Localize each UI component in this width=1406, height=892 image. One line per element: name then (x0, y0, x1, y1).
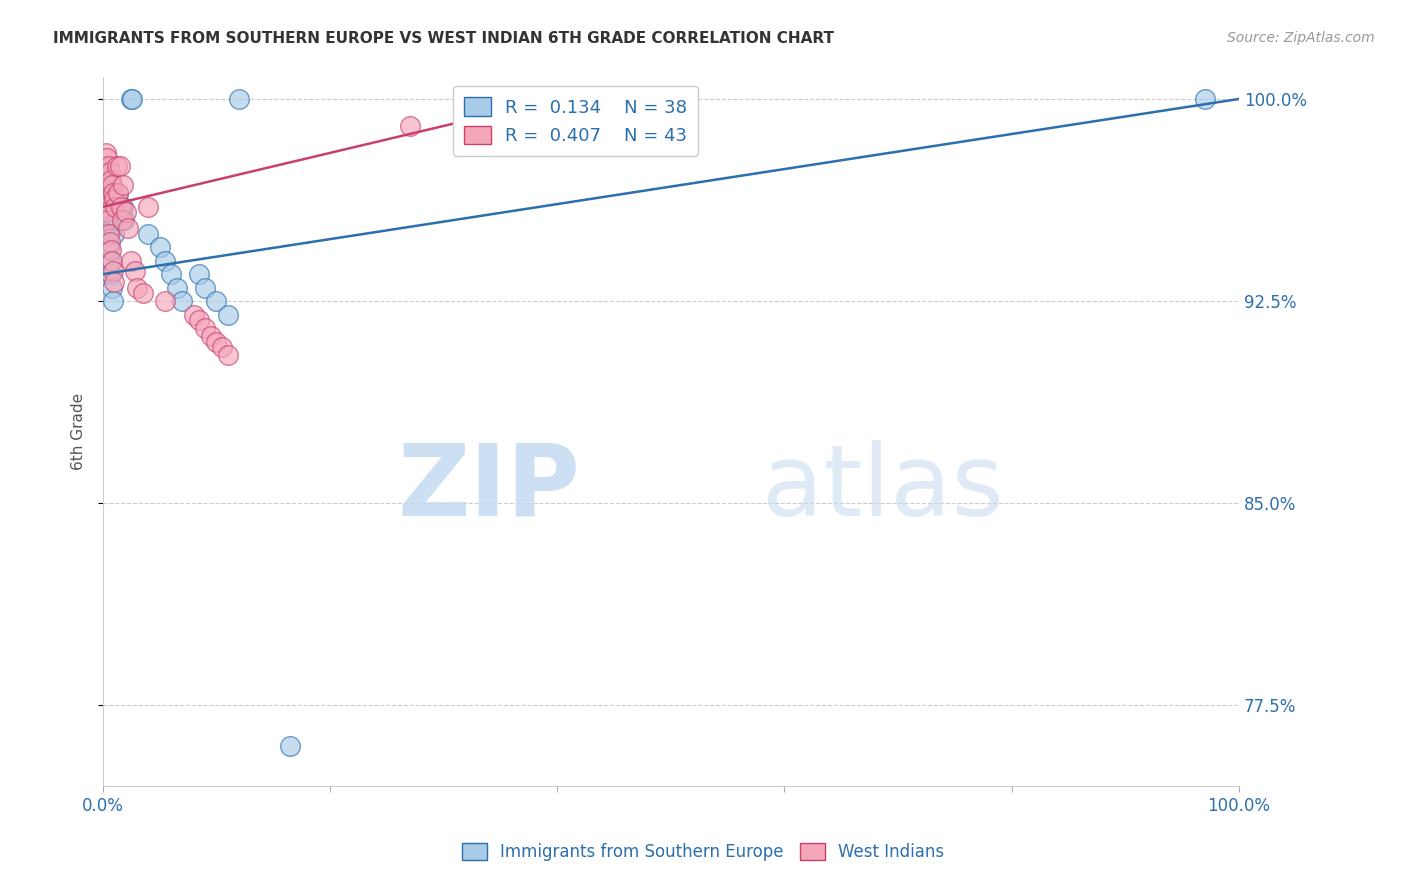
Point (97, 240, 120, 254)
Point (101, 294, 124, 309)
Point (121, 92, 143, 106)
Point (131, 285, 153, 300)
Point (217, 308, 239, 322)
Point (217, 348, 239, 362)
Text: atlas: atlas (762, 440, 1004, 537)
Point (96, 227, 118, 241)
Point (138, 227, 160, 241)
Point (138, 200, 160, 214)
Point (112, 200, 135, 214)
Text: IMMIGRANTS FROM SOUTHERN EUROPE VS WEST INDIAN 6TH GRADE CORRELATION CHART: IMMIGRANTS FROM SOUTHERN EUROPE VS WEST … (53, 31, 834, 46)
Point (228, 92, 250, 106)
Point (101, 264, 124, 278)
Point (100, 243, 122, 257)
Point (205, 294, 228, 309)
Point (96, 213, 118, 227)
Point (205, 334, 228, 349)
Point (103, 275, 125, 289)
Point (94, 200, 117, 214)
Point (105, 160, 128, 174)
Point (114, 213, 136, 227)
Point (117, 221, 139, 235)
Point (96, 151, 118, 165)
Point (104, 200, 127, 214)
Point (94, 200, 117, 214)
Point (105, 213, 128, 227)
Point (101, 253, 124, 268)
Point (149, 240, 172, 254)
Point (101, 280, 124, 294)
Point (108, 160, 131, 174)
Point (112, 178, 135, 193)
Point (93, 173, 115, 187)
Point (103, 192, 125, 206)
Point (103, 227, 125, 241)
Point (96, 186, 118, 201)
Point (101, 213, 124, 227)
Point (94, 178, 117, 193)
Point (107, 186, 129, 201)
Legend: R =  0.134    N = 38, R =  0.407    N = 43: R = 0.134 N = 38, R = 0.407 N = 43 (453, 87, 697, 156)
Legend: Immigrants from Southern Europe, West Indians: Immigrants from Southern Europe, West In… (456, 836, 950, 868)
Point (101, 178, 124, 193)
Point (183, 308, 205, 322)
Point (194, 280, 217, 294)
Point (200, 329, 222, 343)
Point (155, 294, 177, 309)
Point (211, 340, 233, 354)
Point (97, 192, 120, 206)
Point (111, 213, 134, 227)
Point (155, 253, 177, 268)
Point (125, 280, 148, 294)
Point (96, 145, 118, 160)
Point (188, 313, 211, 327)
Y-axis label: 6th Grade: 6th Grade (72, 393, 86, 470)
Point (98, 200, 121, 214)
Point (100, 205, 122, 219)
Point (101, 186, 124, 201)
Text: ZIP: ZIP (396, 440, 579, 537)
Point (107, 186, 129, 201)
Point (124, 264, 146, 278)
Point (93, 160, 115, 174)
Point (120, 253, 142, 268)
Point (98, 253, 121, 268)
Point (194, 321, 217, 335)
Point (96, 173, 118, 187)
Point (278, 739, 301, 753)
Point (94, 160, 117, 174)
Point (160, 267, 183, 281)
Point (100, 267, 122, 281)
Text: Source: ZipAtlas.com: Source: ZipAtlas.com (1227, 31, 1375, 45)
Point (97, 160, 120, 174)
Point (166, 280, 188, 294)
Point (98, 235, 121, 249)
Point (96, 213, 118, 227)
Point (188, 267, 211, 281)
Point (100, 173, 122, 187)
Point (398, 119, 420, 133)
Point (96, 205, 118, 219)
Point (101, 219, 124, 233)
Point (1194, 92, 1216, 106)
Point (98, 165, 121, 179)
Point (172, 294, 194, 309)
Point (110, 200, 132, 214)
Point (120, 92, 142, 106)
Point (97, 227, 120, 241)
Point (114, 205, 136, 219)
Point (93, 186, 115, 201)
Point (104, 200, 127, 214)
